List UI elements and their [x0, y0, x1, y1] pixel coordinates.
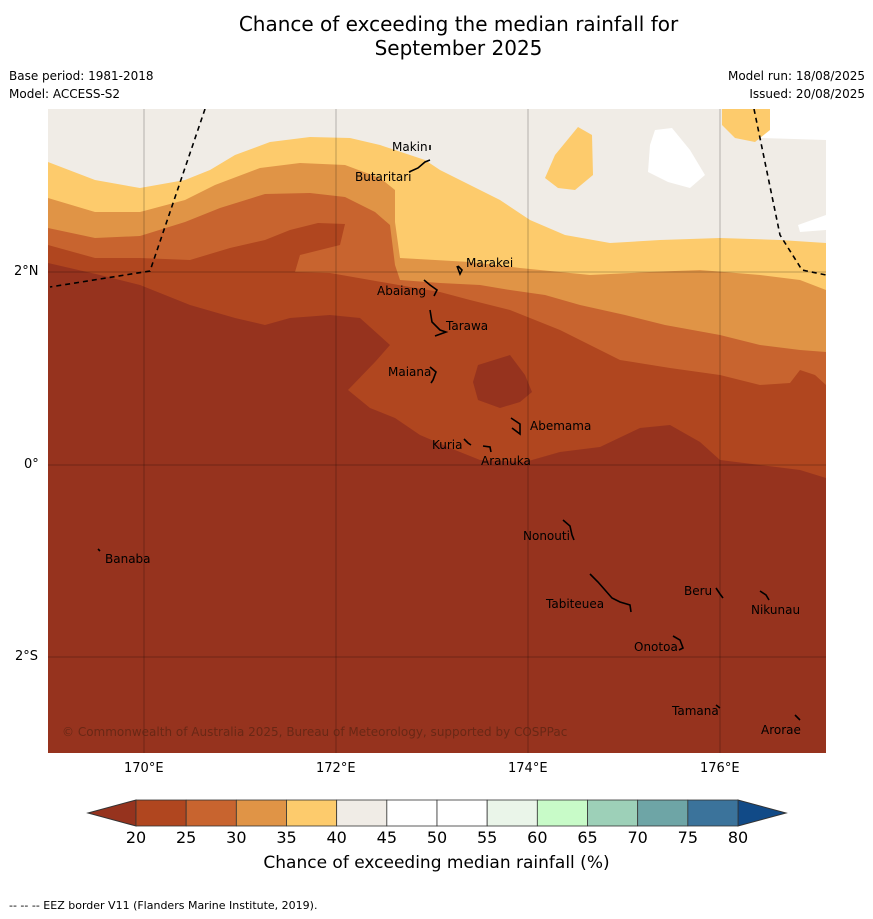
colorbar — [86, 799, 788, 827]
colorbar-tick-label: 20 — [125, 828, 147, 847]
lon-label-176e: 176°E — [700, 761, 740, 776]
lat-label-0: 0° — [24, 457, 39, 472]
colorbar-tick-label: 25 — [175, 828, 197, 847]
colorbar-tick-label: 35 — [276, 828, 297, 847]
eez-border — [49, 109, 826, 288]
eez-footnote: -- -- -- EEZ border V11 (Flanders Marine… — [9, 899, 318, 912]
colorbar-segment — [135, 799, 187, 827]
band-below-20-patch — [473, 355, 532, 408]
colorbar-tick-label: 60 — [527, 828, 548, 847]
colorbar-low-extend — [86, 799, 137, 827]
label-onotoa: Onotoa — [634, 640, 678, 654]
map-area: Makin Butaritari Marakei Abaiang Tarawa … — [48, 109, 826, 753]
run-info: Model run: 18/08/2025 Issued: 20/08/2025 — [728, 67, 865, 103]
label-arorae: Arorae — [761, 723, 801, 737]
model-run-date: Model run: 18/08/2025 — [727, 69, 865, 83]
label-marakei: Marakei — [466, 256, 513, 270]
colorbar-tick-label: 80 — [727, 828, 749, 847]
colorbar-tick-label: 70 — [627, 828, 648, 847]
colorbar-segment — [687, 799, 739, 827]
title-line-1: Chance of exceeding the median rainfall … — [238, 12, 679, 36]
label-abaiang: Abaiang — [377, 284, 426, 298]
colorbar-segment — [336, 799, 388, 827]
model-info: Base period: 1981-2018 Model: ACCESS-S2 — [9, 67, 154, 103]
lon-label-174e: 174°E — [508, 761, 548, 776]
colorbar-segment — [637, 799, 689, 827]
label-aranuka: Aranuka — [481, 454, 531, 468]
islands — [97, 145, 801, 721]
band-below-20-main — [48, 263, 826, 753]
colorbar-segment — [436, 799, 488, 827]
label-banaba: Banaba — [105, 552, 151, 566]
label-tarawa: Tarawa — [445, 319, 488, 333]
band-35-40-patch — [545, 127, 593, 190]
colorbar-segment — [536, 799, 588, 827]
band-35-40-east-patch — [722, 109, 770, 142]
label-butaritari: Butaritari — [355, 170, 412, 184]
copyright-notice: © Commonwealth of Australia 2025, Bureau… — [62, 725, 567, 739]
lon-label-172e: 172°E — [316, 761, 356, 776]
colorbar-segment — [185, 799, 237, 827]
colorbar-high-extend — [737, 799, 788, 827]
colorbar-segment — [587, 799, 639, 827]
model-name: Model: ACCESS-S2 — [9, 87, 121, 101]
base-period: Base period: 1981-2018 — [9, 69, 154, 83]
label-nikunau: Nikunau — [751, 603, 800, 617]
place-labels: Makin Butaritari Marakei Abaiang Tarawa … — [105, 140, 801, 737]
colorbar-tick-label: 55 — [476, 828, 498, 847]
colorbar-tick-label: 65 — [577, 828, 598, 847]
colorbar-tick-label: 45 — [376, 828, 397, 847]
colorbar-segment — [235, 799, 287, 827]
band-45-50-island — [648, 128, 705, 188]
colorbar-tick-label: 40 — [326, 828, 347, 847]
lon-label-170e: 170°E — [124, 761, 164, 776]
lat-label-2s: 2°S — [15, 649, 39, 664]
colorbar-segment — [486, 799, 538, 827]
colorbar-tick-label: 50 — [426, 828, 448, 847]
chart-title: Chance of exceeding the median rainfall … — [0, 12, 873, 60]
label-abemama: Abemama — [530, 419, 591, 433]
colorbar-title: Chance of exceeding median rainfall (%) — [263, 853, 610, 873]
lat-label-2n: 2°N — [14, 264, 39, 279]
label-kuria: Kuria — [432, 438, 463, 452]
colorbar-tick-label: 30 — [226, 828, 247, 847]
issued-date: Issued: 20/08/2025 — [749, 87, 865, 101]
label-makin: Makin — [392, 140, 428, 154]
colorbar-segment — [286, 799, 338, 827]
colorbar-segment — [386, 799, 438, 827]
label-maiana: Maiana — [388, 365, 431, 379]
label-nonouti: Nonouti — [523, 529, 570, 543]
label-beru: Beru — [684, 584, 712, 598]
label-tabiteuea: Tabiteuea — [545, 597, 604, 611]
label-tamana: Tamana — [671, 704, 719, 718]
colorbar-tick-label: 75 — [677, 828, 698, 847]
title-line-2: September 2025 — [374, 36, 543, 60]
graticule — [48, 109, 826, 753]
